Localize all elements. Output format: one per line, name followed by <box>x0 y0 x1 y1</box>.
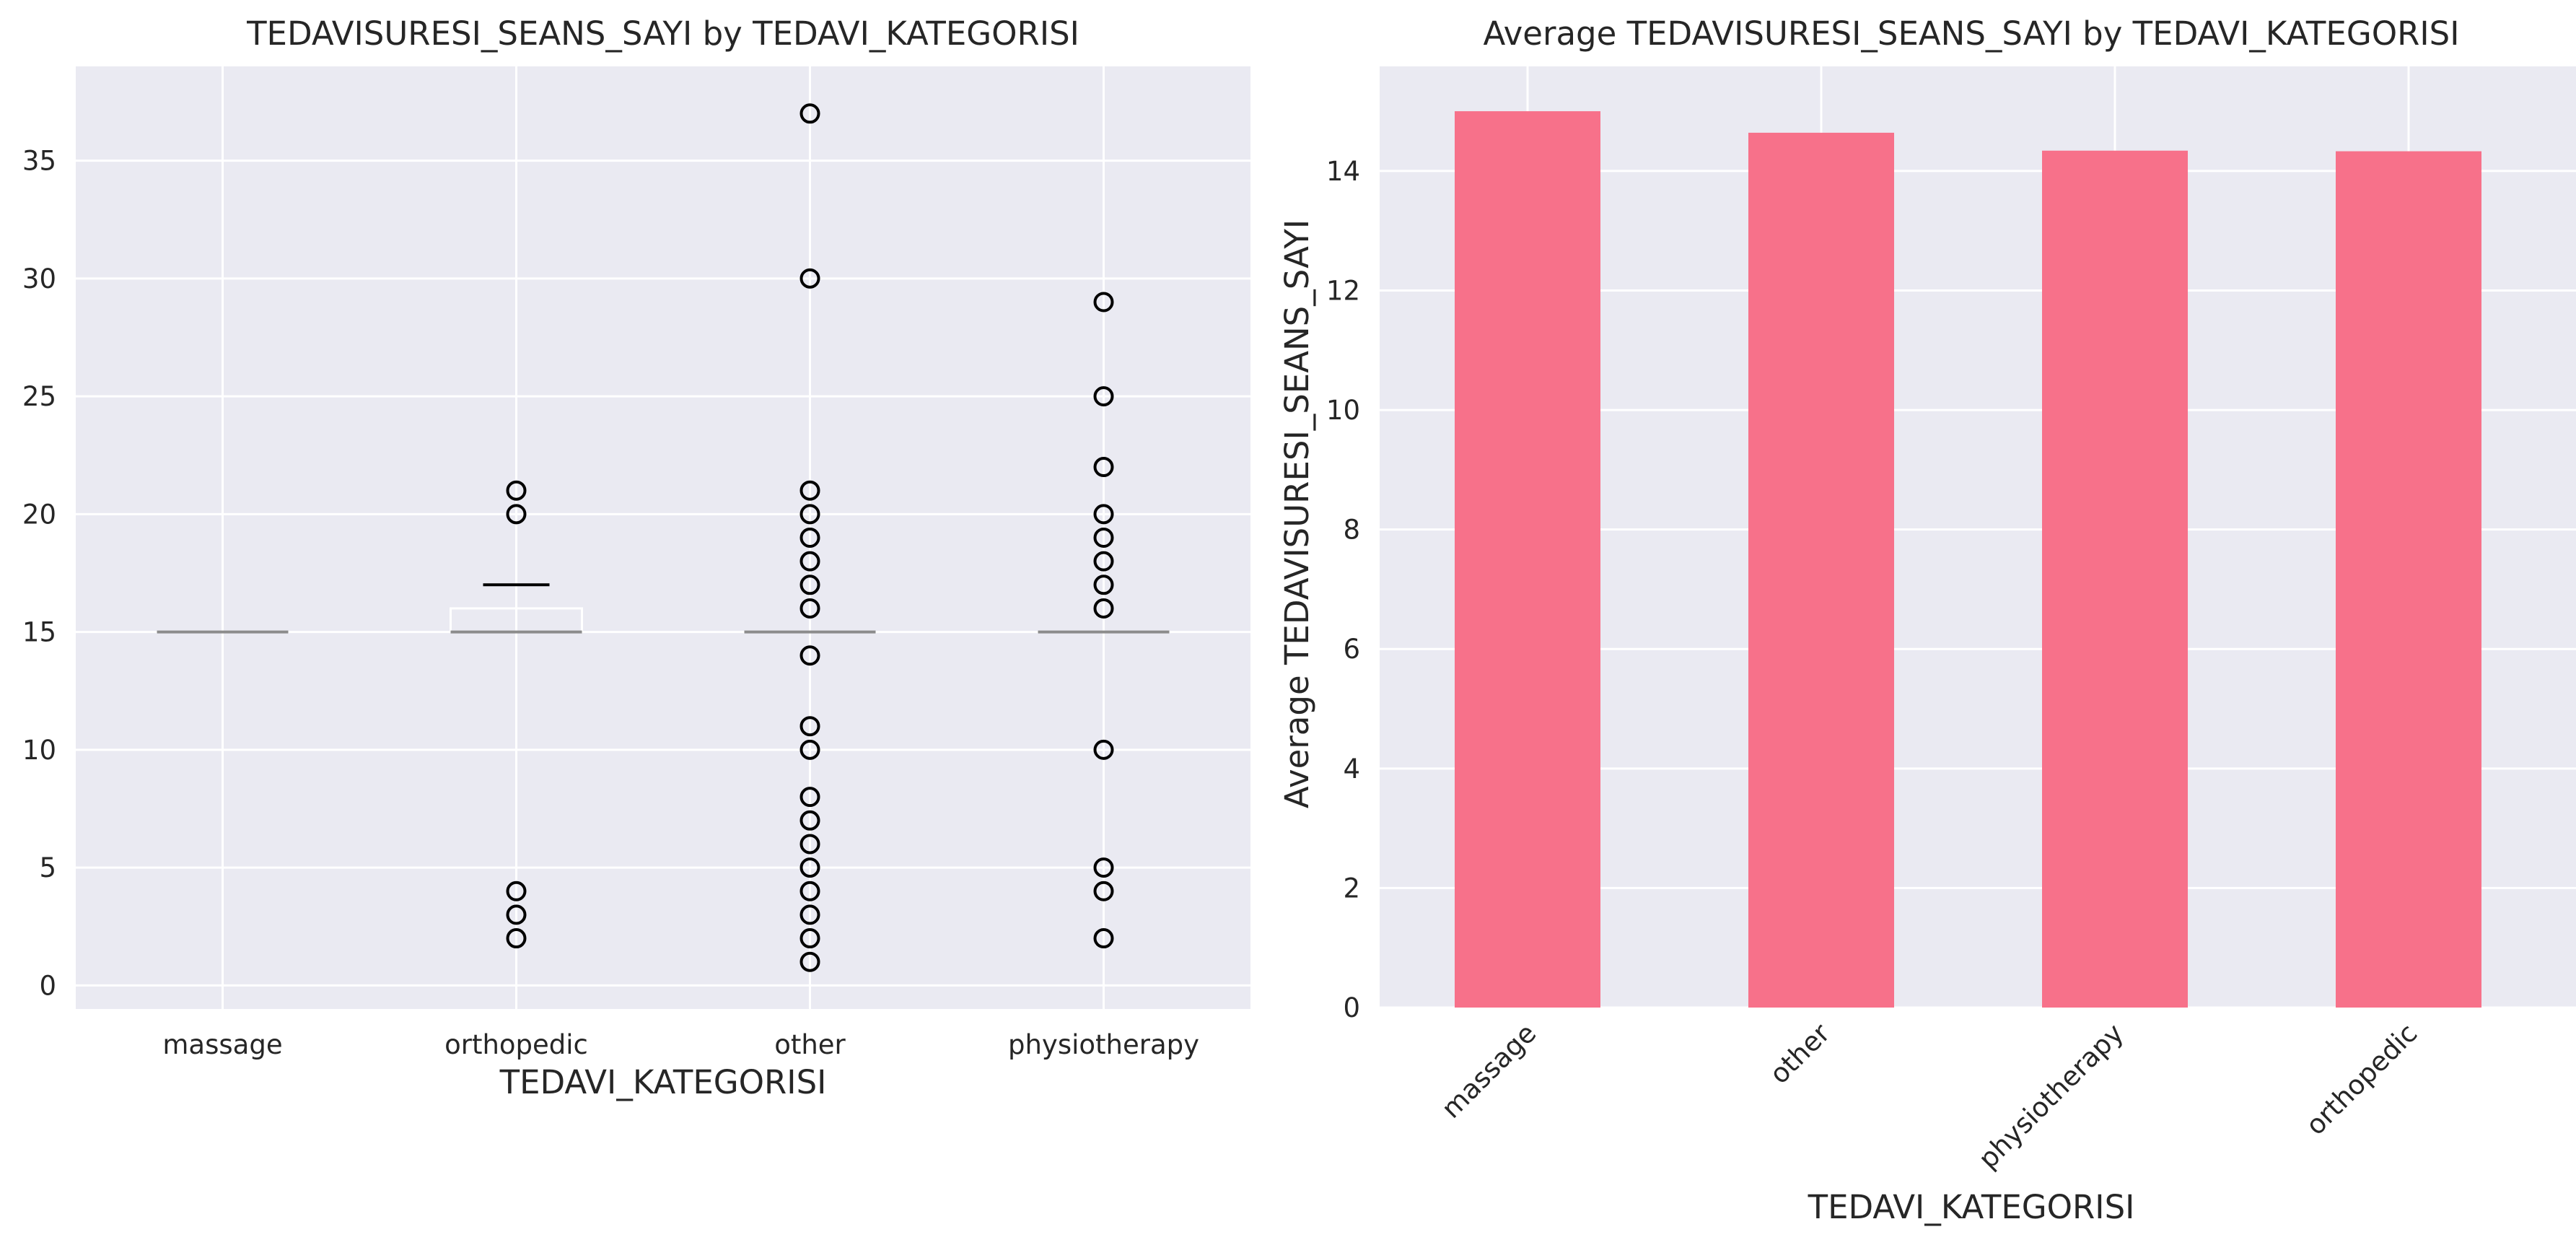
x-tick-label-physiotherapy: physiotherapy <box>1008 1029 1199 1060</box>
outlier-point <box>799 480 820 501</box>
x-tick-label-orthopedic: orthopedic <box>444 1029 588 1060</box>
outlier-point <box>1093 598 1114 619</box>
bar-massage <box>1455 111 1600 1008</box>
x-tick-label-massage: massage <box>162 1029 282 1060</box>
bar-y-axis-label: Average TEDAVISURESI_SEANS_SAYI <box>1278 219 1316 808</box>
bar-title: Average TEDAVISURESI_SEANS_SAYI by TEDAV… <box>1484 14 2460 53</box>
outlier-point <box>1093 928 1114 949</box>
box-physiotherapy <box>1037 292 1170 949</box>
x-tick-label-other: other <box>774 1029 846 1060</box>
y-tick-label: 10 <box>1326 395 1360 426</box>
outlier-point <box>1093 881 1114 901</box>
y-tick-label: 8 <box>1343 515 1360 546</box>
outlier-point <box>1093 575 1114 595</box>
outlier-point <box>506 480 527 501</box>
boxplot-panel: 0 5 10 15 20 25 30 35 massage orthopedic other phy… <box>22 14 1250 1101</box>
bar-other <box>1748 132 1894 1008</box>
y-tick-label: 12 <box>1326 275 1360 306</box>
outlier-point <box>799 716 820 737</box>
outlier-point <box>799 928 820 949</box>
outlier-point <box>1093 528 1114 548</box>
outlier-point <box>1093 857 1114 878</box>
x-tick-label-physiotherapy: physiotherapy <box>1973 1018 2130 1175</box>
boxplot-x-axis-label: TEDAVI_KATEGORISI <box>499 1063 827 1101</box>
y-tick-label: 35 <box>22 146 56 177</box>
x-tick-label-massage: massage <box>1435 1018 1542 1124</box>
outlier-point <box>506 504 527 525</box>
x-tick-label-other: other <box>1764 1017 1836 1090</box>
outlier-point <box>799 645 820 666</box>
y-tick-label: 25 <box>22 381 56 412</box>
outlier-point <box>799 268 820 289</box>
outlier-point <box>799 881 820 901</box>
y-tick-label: 6 <box>1343 634 1360 665</box>
y-tick-label: 0 <box>1343 992 1360 1023</box>
bar-panel: 0 2 4 6 8 10 12 14 massage other physiotherapy ort… <box>1278 14 2576 1226</box>
bar-physiotherapy <box>2042 150 2188 1008</box>
y-tick-label: 5 <box>39 852 56 883</box>
outlier-point <box>799 951 820 972</box>
outlier-point <box>799 528 820 548</box>
y-tick-label: 20 <box>22 499 56 530</box>
outlier-point <box>1093 457 1114 478</box>
y-tick-label: 14 <box>1326 156 1360 187</box>
outlier-point <box>799 834 820 855</box>
outlier-point <box>1093 504 1114 525</box>
boxplot-title: TEDAVISURESI_SEANS_SAYI by TEDAVI_KATEGO… <box>246 14 1079 53</box>
outlier-point <box>799 598 820 619</box>
bar-x-axis-label: TEDAVI_KATEGORISI <box>1808 1188 2135 1226</box>
outlier-point <box>799 904 820 925</box>
outlier-point <box>799 810 820 831</box>
outlier-point <box>1093 739 1114 760</box>
y-tick-label: 4 <box>1343 753 1360 785</box>
bar-y-ticks: 0 2 4 6 8 10 12 14 <box>1326 156 1360 1023</box>
boxplot-marks <box>156 103 1170 972</box>
outlier-point <box>506 904 527 925</box>
outlier-point <box>799 551 820 572</box>
outlier-point <box>799 575 820 595</box>
box-other <box>743 103 877 972</box>
box-orthopedic <box>450 480 583 949</box>
outlier-point <box>799 103 820 124</box>
y-tick-label: 15 <box>22 617 56 648</box>
box-massage <box>156 630 289 634</box>
y-tick-label: 30 <box>22 263 56 294</box>
outlier-point <box>799 857 820 878</box>
bar-x-ticks: massage other physiotherapy orthopedic <box>1435 1017 2423 1174</box>
x-tick-label-orthopedic: orthopedic <box>2300 1018 2423 1141</box>
y-tick-label: 10 <box>22 735 56 766</box>
outlier-point <box>1093 292 1114 313</box>
boxplot-y-ticks: 0 5 10 15 20 25 30 35 <box>22 146 56 1002</box>
outlier-point <box>506 928 527 949</box>
boxplot-plot-area <box>76 66 1250 1009</box>
bar-orthopedic <box>2336 151 2481 1008</box>
outlier-point <box>799 787 820 808</box>
outlier-point <box>1093 551 1114 572</box>
boxplot-x-ticks: massage orthopedic other physiotherapy <box>162 1029 1199 1060</box>
y-tick-label: 0 <box>39 970 56 1001</box>
outlier-point <box>799 504 820 525</box>
outlier-point <box>1093 386 1114 407</box>
y-tick-label: 2 <box>1343 873 1360 904</box>
bar-marks <box>1455 111 2481 1008</box>
outlier-point <box>799 739 820 760</box>
outlier-point <box>506 881 527 901</box>
